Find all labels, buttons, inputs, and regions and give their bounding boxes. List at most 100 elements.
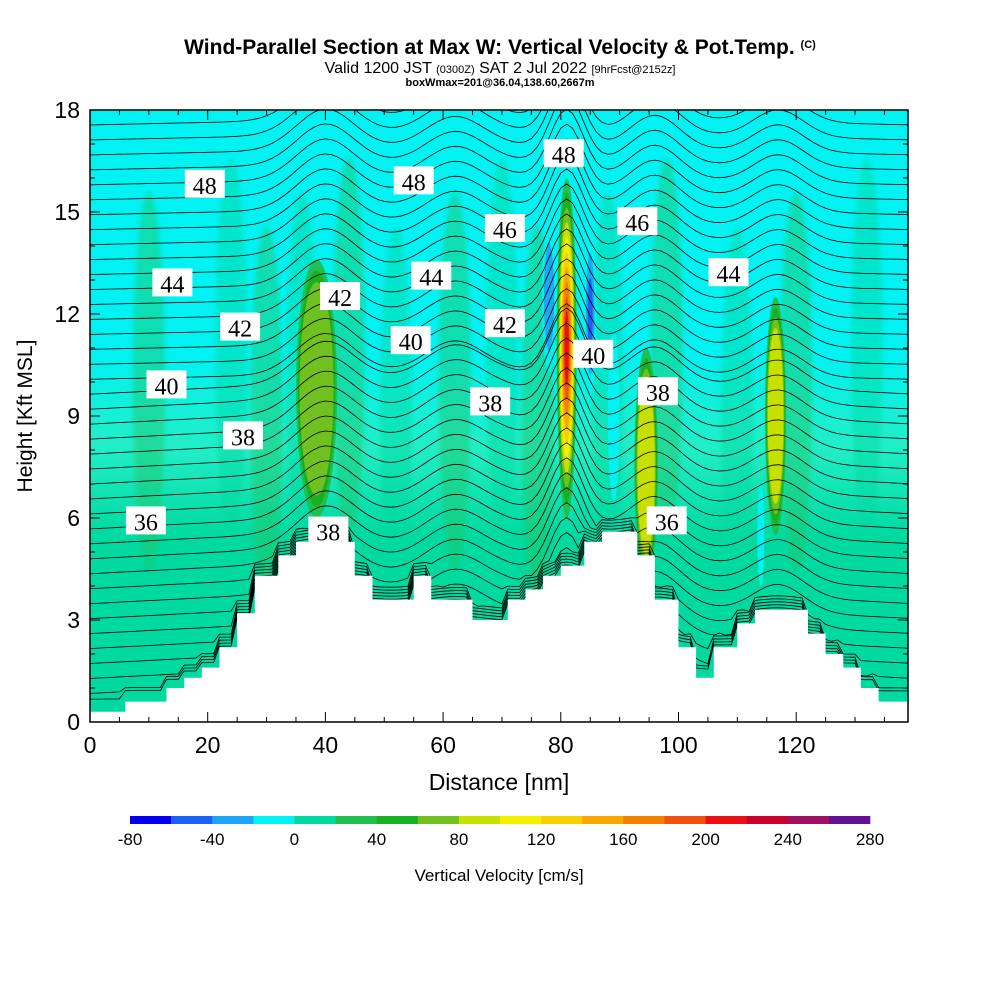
- theta-label-box: [390, 326, 431, 355]
- theta-label-box: [708, 258, 749, 287]
- theta-label-box: [646, 506, 687, 535]
- theta-line: [90, 303, 908, 380]
- theta-label-text: 44: [160, 272, 184, 298]
- theta-label: 48: [393, 166, 434, 196]
- box-info-line: boxWmax=201@36.04,138.60,2667m: [405, 77, 595, 89]
- colorbar-swatch: [253, 816, 295, 824]
- colorbar-swatch: [623, 816, 665, 824]
- w-band: [650, 158, 683, 538]
- w-band: [721, 226, 754, 606]
- theta-label: 36: [125, 506, 166, 536]
- theta-line: [90, 502, 908, 590]
- colorbar-swatch: [541, 816, 583, 824]
- colorbar-tick-label: 160: [609, 830, 637, 849]
- y-tick-label: 3: [67, 607, 80, 633]
- colorbar-swatch: [705, 816, 747, 824]
- colorbar-swatch: [582, 816, 624, 824]
- theta-label-text: 40: [581, 344, 605, 370]
- downdraft-cell-level: [587, 277, 593, 351]
- colorbar-tick-label: -40: [200, 830, 225, 849]
- downdraft-cell: [541, 222, 557, 372]
- colorbar-swatch: [664, 816, 706, 824]
- w-band: [215, 158, 248, 538]
- theta-label-box: [573, 339, 614, 368]
- theta-line: [90, 427, 908, 515]
- theta-label-box: [125, 506, 166, 535]
- colorbar-swatch: [500, 816, 542, 824]
- y-tick-label: 9: [67, 403, 80, 429]
- theta-line: [90, 538, 908, 664]
- theta-line: [90, 110, 908, 156]
- theta-line: [90, 457, 908, 545]
- theta-label-text: 38: [316, 521, 340, 547]
- theta-line: [90, 544, 908, 694]
- theta-label: 38: [637, 377, 678, 407]
- terrain-mask: [90, 531, 908, 722]
- theta-label: 44: [708, 258, 749, 288]
- theta-label: 42: [320, 282, 361, 312]
- theta-label: 38: [308, 516, 349, 547]
- theta-label: 44: [152, 268, 193, 298]
- theta-label-box: [543, 139, 584, 168]
- colorbar-swatch: [787, 816, 830, 824]
- theta-label: 42: [220, 312, 261, 343]
- theta-label-text: 42: [493, 313, 517, 339]
- theta-label: 46: [617, 207, 658, 237]
- chart-title: Wind-Parallel Section at Max W: Vertical…: [184, 36, 816, 59]
- colorbar-swatch: [171, 816, 213, 824]
- y-tick-label: 0: [67, 709, 80, 735]
- theta-label-text: 48: [193, 174, 217, 200]
- colorbar-tick-label: 120: [527, 830, 555, 849]
- theta-line: [90, 382, 908, 470]
- x-tick-label: 0: [84, 732, 97, 758]
- y-tick-label: 18: [54, 97, 80, 123]
- theta-label-text: 48: [402, 170, 426, 196]
- w-band: [380, 226, 413, 606]
- theta-label-box: [184, 169, 225, 198]
- x-axis-label: Distance [nm]: [429, 769, 570, 795]
- colorbar-tick-label: 200: [691, 830, 719, 849]
- colorbar-label: Vertical Velocity [cm/s]: [414, 866, 583, 885]
- x-tick-label: 100: [659, 732, 697, 758]
- colorbar-swatch: [458, 816, 501, 824]
- theta-label-text: 38: [231, 425, 255, 451]
- colorbar-tick-label: 40: [367, 830, 386, 849]
- theta-label-box: [220, 312, 261, 341]
- w-band: [250, 226, 283, 606]
- updraft-cell: [764, 297, 787, 535]
- theta-label: 36: [646, 506, 687, 536]
- colorbar-swatch: [828, 816, 871, 824]
- theta-label-text: 36: [134, 510, 158, 536]
- colorbar: -80 -40 0 40 80 120 160 200 240 280: [118, 816, 884, 849]
- theta-label-box: [484, 214, 525, 242]
- theta-label-box: [637, 377, 678, 406]
- theta-line: [90, 412, 908, 500]
- colorbar-tick-label: 80: [449, 830, 468, 849]
- colorbar-tick-label: 280: [856, 830, 884, 849]
- colorbar-tick-label: 0: [290, 830, 299, 849]
- theta-label-text: 44: [419, 266, 443, 292]
- y-tick-label: 6: [67, 505, 80, 531]
- y-tick-label: 12: [54, 301, 80, 327]
- x-tick-label: 120: [777, 732, 815, 758]
- colorbar-tick-label: 240: [774, 830, 802, 849]
- colorbar-swatch: [212, 816, 254, 824]
- colorbar-swatch: [746, 816, 789, 824]
- downdraft-cell-level: [543, 243, 555, 351]
- theta-label-text: 46: [493, 218, 517, 244]
- updraft-cell-level: [767, 328, 784, 504]
- theta-label-box: [152, 268, 193, 297]
- theta-label: 46: [484, 214, 525, 244]
- theta-line: [90, 541, 908, 679]
- theta-line: [90, 517, 908, 605]
- x-tick-label: 20: [195, 732, 221, 758]
- theta-line: [90, 198, 908, 275]
- theta-label: 40: [573, 339, 614, 370]
- theta-line: [90, 138, 908, 216]
- valid-time-line: Valid 1200 JST (0300Z) SAT 2 Jul 2022 [9…: [324, 60, 676, 77]
- theta-line: [90, 110, 908, 186]
- theta-line: [90, 397, 908, 485]
- theta-label-text: 38: [646, 381, 670, 407]
- colorbar-swatch: [417, 816, 460, 824]
- theta-line: [90, 110, 908, 171]
